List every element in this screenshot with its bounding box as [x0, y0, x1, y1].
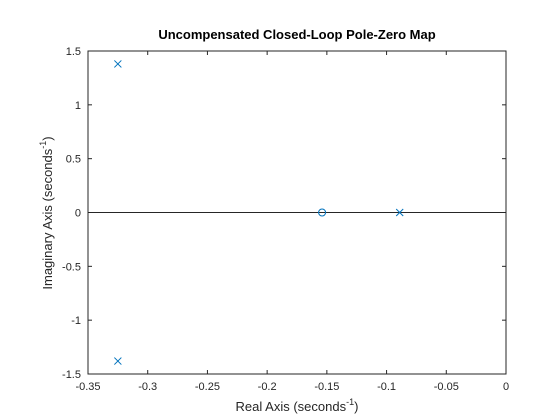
x-tick-label: -0.05 [434, 381, 459, 393]
y-tick-label: -1.5 [62, 369, 81, 381]
y-axis-label: Imaginary Axis (seconds-1) [38, 136, 55, 289]
y-tick-label: 0.5 [66, 154, 81, 166]
x-axis-label: Real Axis (seconds-1) [236, 397, 359, 414]
pole-zero-markers [114, 60, 404, 365]
y-tick-label: 1 [75, 100, 81, 112]
x-tick-label: -0.2 [258, 381, 277, 393]
x-tick-label: -0.25 [195, 381, 220, 393]
x-tick-label: -0.15 [314, 381, 339, 393]
x-tick-label: 0 [503, 381, 509, 393]
pole-marker [395, 208, 404, 217]
x-tick-label: -0.3 [138, 381, 157, 393]
y-tick-label: -1 [71, 315, 81, 327]
x-tick-labels: -0.35 -0.3 -0.25 -0.2 -0.15 -0.1 -0.05 0 [75, 381, 509, 393]
y-tick-labels: -1.5 -1 -0.5 0 0.5 1 1.5 [62, 46, 81, 381]
pole-marker [114, 60, 122, 68]
x-tick-label: -0.35 [75, 381, 100, 393]
y-axis-label-exponent: -1 [38, 141, 48, 149]
zero-marker [318, 208, 327, 217]
x-axis-label-exponent: -1 [346, 397, 354, 407]
x-tick-label: -0.1 [377, 381, 396, 393]
x-axis-label-text: Real Axis (seconds [236, 399, 347, 414]
y-axis-label-close: ) [40, 136, 55, 140]
chart-title: Uncompensated Closed-Loop Pole-Zero Map [158, 27, 435, 42]
y-tick-label: 0 [75, 208, 81, 220]
y-axis-label-text: Imaginary Axis (seconds [40, 148, 55, 289]
y-tick-label: 1.5 [66, 46, 81, 58]
x-axis-label-close: ) [354, 399, 358, 414]
y-tick-label: -0.5 [62, 261, 81, 273]
pole-marker [114, 357, 122, 365]
